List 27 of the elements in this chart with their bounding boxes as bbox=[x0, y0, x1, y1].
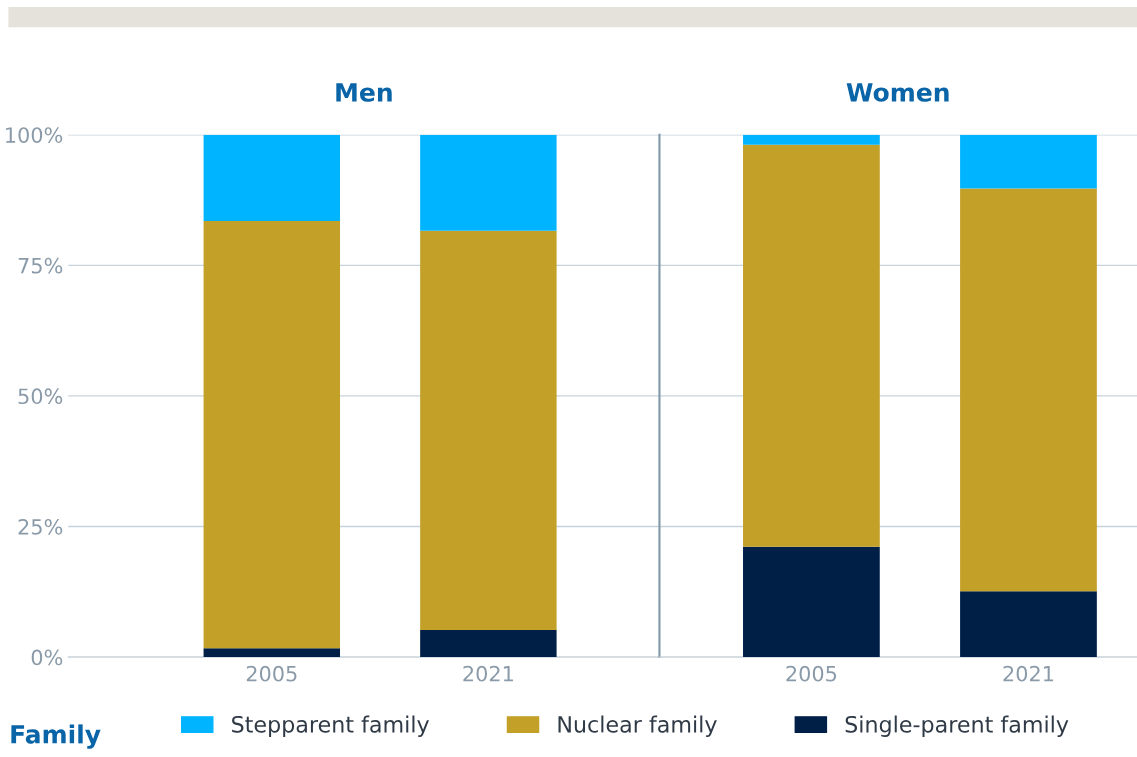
bar bbox=[203, 648, 341, 658]
y-tick-label: 50% bbox=[18, 388, 63, 405]
bar bbox=[203, 134, 341, 221]
bar bbox=[203, 220, 341, 649]
y-tick-label: 75% bbox=[18, 257, 63, 274]
bar bbox=[960, 591, 1097, 658]
legend-label: Single-parent family bbox=[845, 715, 1069, 737]
legend-title: Family bbox=[11, 724, 101, 749]
x-tick-label: 2005 bbox=[246, 665, 297, 682]
bar bbox=[960, 188, 1097, 592]
y-tick-label: 100% bbox=[6, 127, 63, 143]
bar bbox=[960, 134, 1097, 189]
legend-label: Nuclear family bbox=[558, 715, 717, 737]
bar bbox=[743, 546, 880, 658]
bar bbox=[420, 230, 557, 630]
chart-title: Men bbox=[336, 83, 392, 102]
y-tick-label: 0% bbox=[31, 649, 63, 666]
bar bbox=[420, 134, 557, 231]
bar bbox=[420, 629, 557, 658]
x-tick-label: 2021 bbox=[463, 665, 513, 682]
chart-title: Women bbox=[846, 83, 949, 102]
bar bbox=[743, 144, 880, 547]
y-tick-label: 25% bbox=[18, 518, 63, 535]
legend-label: Stepparent family bbox=[232, 715, 430, 737]
x-tick-label: 2005 bbox=[786, 665, 837, 682]
x-tick-label: 2021 bbox=[1003, 665, 1054, 682]
bar bbox=[743, 134, 880, 145]
